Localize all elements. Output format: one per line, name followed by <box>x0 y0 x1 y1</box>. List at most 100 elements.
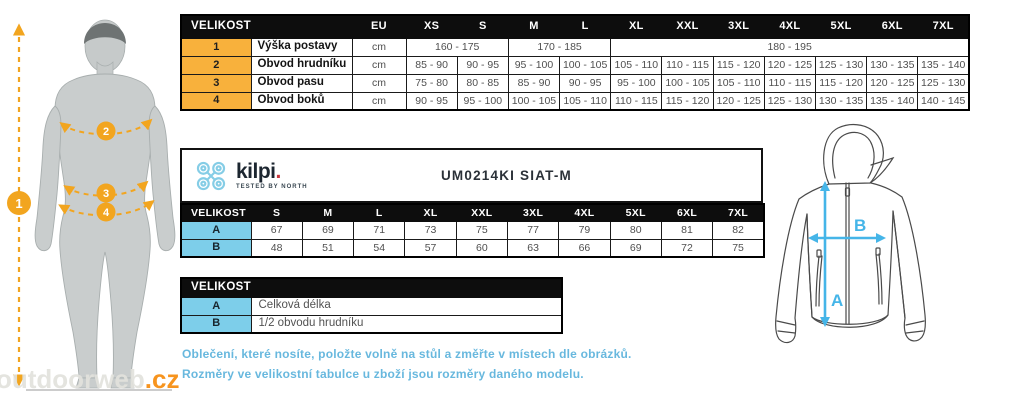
value-cell: 57 <box>404 238 457 258</box>
size-table: VELIKOST EU XS S M L XL XXL 3XL 4XL 5XL 6XL 7XL 1 Výš… <box>180 14 971 111</box>
value-cell: 115 - 120 <box>814 73 868 93</box>
value-cell: 180 - 195 <box>610 37 970 57</box>
value-cell: 120 - 125 <box>866 73 919 93</box>
size-table-col-header: 4XL <box>763 14 817 39</box>
value-cell: 80 <box>609 220 662 240</box>
row-label-cell: Obvod boků <box>250 91 353 111</box>
size-table-header-row: VELIKOST EU XS S M L XL XXL 3XL 4XL 5XL 6XL 7XL <box>180 14 970 39</box>
value-cell: 100 - 105 <box>507 91 561 111</box>
product-size-corner-header: VELIKOST <box>180 203 252 222</box>
jacket-measurement-diagram: A B <box>775 123 926 344</box>
right-arm <box>148 105 176 252</box>
product-size-header-row: VELIKOST S M L XL XXL 3XL 4XL 5XL 6XL 7XL <box>180 203 765 222</box>
value-cell: 130 - 135 <box>866 55 919 75</box>
size-table-col-header: XXL <box>661 14 714 39</box>
value-cell: 110 - 115 <box>763 73 817 93</box>
size-table-row: 2 Obvod hrudníku cm 85 - 90 90 - 95 95 - 100 1… <box>180 55 970 75</box>
brand-dot: . <box>275 160 282 183</box>
value-cell: 160 - 175 <box>405 37 509 57</box>
torso-and-legs <box>54 73 156 379</box>
value-cell: 115 - 120 <box>712 55 765 75</box>
measure-point-3: 3 <box>103 188 109 200</box>
product-size-col-header: L <box>353 203 406 222</box>
legend-table: VELIKOST A Celková délka B 1/2 obvodu hrudn… <box>180 277 563 334</box>
row-number-cell: 1 <box>180 37 252 57</box>
value-cell: 75 <box>712 238 765 258</box>
value-cell: 81 <box>660 220 714 240</box>
value-cell: 95 - 100 <box>507 55 561 75</box>
size-table-corner-header: VELIKOST <box>180 14 353 39</box>
value-cell: 95 - 100 <box>610 73 663 93</box>
value-cell: 67 <box>250 220 303 240</box>
value-cell: 90 - 95 <box>405 91 458 111</box>
row-number-cell: 3 <box>180 73 252 93</box>
value-cell: 95 - 100 <box>456 91 509 111</box>
value-cell: 69 <box>301 220 355 240</box>
legend-label-cell: Celková délka <box>250 296 563 316</box>
product-size-col-header: XXL <box>455 203 508 222</box>
value-cell: 54 <box>353 238 406 258</box>
left-foot <box>75 377 100 389</box>
value-cell: 73 <box>404 220 457 240</box>
value-cell: 110 - 115 <box>661 55 714 75</box>
brand-text: kilpi. Tested by North <box>236 161 308 190</box>
kilpi-logo: kilpi. Tested by North <box>193 158 308 194</box>
size-table-row: 3 Obvod pasu cm 75 - 80 80 - 85 85 - 90 90 - 9… <box>180 73 970 93</box>
size-table-col-header: 7XL <box>917 14 970 39</box>
value-cell: 48 <box>250 238 303 258</box>
note-line-2: Rozměry ve velikostní tabulce u zboží js… <box>182 367 584 381</box>
jacket-details <box>776 182 925 334</box>
right-foot <box>110 377 135 389</box>
value-cell: 75 - 80 <box>405 73 458 93</box>
product-size-row: A 67 69 71 73 75 77 79 80 81 82 <box>180 220 765 240</box>
product-panel: kilpi. Tested by North UM0214KI SIAT-M <box>180 148 763 203</box>
dimension-key-cell: A <box>180 296 252 316</box>
dimension-key-cell: A <box>180 220 252 240</box>
human-silhouette <box>34 19 176 389</box>
product-size-col-header: 5XL <box>609 203 662 222</box>
unit-cell: cm <box>351 73 407 93</box>
watermark-name: outdoorweb <box>0 364 145 394</box>
measure-point-4-badge <box>96 202 116 222</box>
brand-tagline: Tested by North <box>236 184 308 190</box>
value-cell: 120 - 125 <box>712 91 765 111</box>
product-size-col-header: M <box>301 203 355 222</box>
row-label-cell: Obvod pasu <box>250 73 353 93</box>
product-size-table: VELIKOST S M L XL XXL 3XL 4XL 5XL 6XL 7XL A 67 69 71 7… <box>180 203 765 258</box>
hood-flap <box>869 156 895 184</box>
value-cell: 71 <box>353 220 406 240</box>
product-size-col-header: 3XL <box>506 203 560 222</box>
row-label-cell: Výška postavy <box>250 37 353 57</box>
size-table-col-header: XL <box>610 14 663 39</box>
value-cell: 51 <box>301 238 355 258</box>
value-cell: 130 - 135 <box>814 91 868 111</box>
product-size-col-header: 4XL <box>558 203 611 222</box>
note-line-1: Oblečení, které nosíte, položte volně na… <box>182 347 632 361</box>
value-cell: 82 <box>712 220 765 240</box>
value-cell: 125 - 130 <box>917 73 970 93</box>
value-cell: 120 - 125 <box>763 55 817 75</box>
length-dimension-label: A <box>831 291 843 310</box>
watermark: outdoorweb.cz <box>0 366 179 392</box>
value-cell: 72 <box>660 238 714 258</box>
product-size-col-header: S <box>250 203 303 222</box>
measure-point-1-badge <box>7 191 31 215</box>
value-cell: 135 - 140 <box>866 91 919 111</box>
size-table-col-header: 6XL <box>866 14 919 39</box>
unit-cell: cm <box>351 55 407 75</box>
value-cell: 80 - 85 <box>456 73 509 93</box>
left-arm <box>34 105 62 252</box>
measure-point-2: 2 <box>103 126 109 138</box>
unit-cell: cm <box>351 91 407 111</box>
size-table-col-header: 5XL <box>814 14 868 39</box>
value-cell: 69 <box>609 238 662 258</box>
unit-cell: cm <box>351 37 407 57</box>
size-table-col-header: XS <box>405 14 458 39</box>
row-number-cell: 4 <box>180 91 252 111</box>
value-cell: 115 - 120 <box>661 91 714 111</box>
value-cell: 105 - 110 <box>559 91 612 111</box>
value-cell: 60 <box>455 238 508 258</box>
value-cell: 105 - 110 <box>712 73 765 93</box>
product-size-col-header: 6XL <box>660 203 714 222</box>
value-cell: 135 - 140 <box>917 55 970 75</box>
